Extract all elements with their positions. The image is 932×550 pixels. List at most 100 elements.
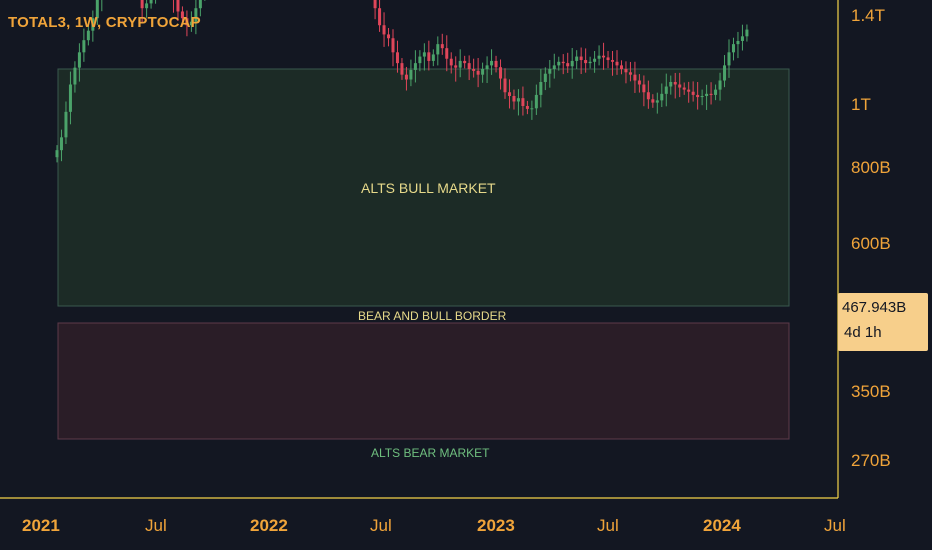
candle-body: [185, 18, 189, 26]
x-tick-label: 2021: [22, 516, 60, 535]
candle-body: [570, 60, 574, 67]
candle-body: [521, 98, 525, 107]
candle-body: [503, 78, 507, 93]
bull-zone: [57, 68, 790, 307]
chart-title: TOTAL3, 1W, CRYPTOCAP: [8, 14, 201, 31]
candle-body: [696, 94, 700, 98]
candle-body: [642, 84, 646, 93]
candle-body: [140, 0, 144, 9]
candle-body: [548, 69, 552, 74]
candle-body: [95, 0, 99, 19]
candle-body: [633, 74, 637, 81]
x-tick-label: Jul: [824, 516, 846, 535]
candle-body: [673, 81, 677, 85]
candle-body: [431, 54, 435, 61]
candle-body: [77, 52, 81, 68]
candle-body: [490, 60, 494, 66]
candle-body: [602, 55, 606, 58]
candle-body: [454, 65, 458, 68]
candle-body: [723, 65, 727, 81]
candle-body: [422, 52, 426, 57]
candle-body: [499, 67, 503, 79]
candle-body: [552, 65, 556, 70]
candle-body: [745, 29, 749, 37]
candle-body: [651, 99, 655, 103]
y-tick-label: 600B: [851, 234, 891, 253]
candle-body: [55, 150, 59, 158]
candle-body: [534, 94, 538, 109]
candle-body: [176, 0, 180, 12]
candle-body: [584, 60, 588, 64]
candle-body: [628, 72, 632, 75]
candle-body: [543, 73, 547, 82]
candle-body: [606, 57, 610, 61]
candle-body: [59, 137, 63, 151]
candle-body: [180, 11, 184, 19]
candle-body: [476, 70, 480, 75]
candle-body: [445, 48, 449, 59]
x-tick-label: Jul: [145, 516, 167, 535]
candle-body: [516, 98, 520, 102]
candle-body: [615, 61, 619, 66]
candle-body: [82, 40, 86, 53]
candle-body: [378, 8, 382, 26]
y-tick-label: 270B: [851, 451, 891, 470]
x-tick-label: Jul: [597, 516, 619, 535]
candle-body: [391, 38, 395, 53]
candle-body: [449, 58, 453, 66]
candle-body: [611, 60, 615, 62]
candle-body: [669, 81, 673, 87]
candle-body: [194, 8, 198, 22]
candle-body: [539, 81, 543, 95]
candle-body: [678, 84, 682, 88]
candles-layer: [55, 0, 749, 163]
candle-body: [395, 52, 399, 64]
candle-body: [427, 52, 431, 61]
candle-body: [691, 91, 695, 95]
zone-label-border: BEAR AND BULL BORDER: [358, 309, 507, 323]
candle-body: [472, 69, 476, 71]
candle-body: [145, 3, 149, 9]
candle-body: [68, 84, 72, 112]
x-tick-label: Jul: [370, 516, 392, 535]
bar-countdown: 4d 1h: [844, 324, 882, 341]
candle-body: [664, 86, 668, 94]
price-axis-labels: 1.4T 1T 800B 600B 350B 270B: [851, 6, 891, 470]
candle-body: [740, 36, 744, 41]
candle-body: [91, 18, 95, 31]
zone-label-bear: ALTS BEAR MARKET: [371, 446, 490, 460]
candle-body: [481, 69, 485, 75]
candle-body: [382, 25, 386, 35]
candle-body: [579, 56, 583, 61]
candle-body: [687, 89, 691, 92]
candle-body: [566, 63, 570, 67]
x-tick-label: 2023: [477, 516, 515, 535]
candle-body: [655, 100, 659, 103]
candle-body: [525, 106, 529, 109]
candle-body: [682, 87, 686, 90]
last-price-label: 467.943B 4d 1h: [838, 293, 928, 351]
candle-body: [86, 30, 90, 41]
candle-body: [731, 44, 735, 53]
candle-body: [727, 52, 731, 66]
y-tick-label: 350B: [851, 382, 891, 401]
candle-body: [736, 40, 740, 45]
candle-body: [530, 108, 534, 110]
candle-body: [458, 60, 462, 68]
candle-body: [418, 56, 422, 64]
candle-body: [189, 21, 193, 26]
candle-body: [588, 61, 592, 64]
candle-body: [593, 58, 597, 62]
candle-body: [718, 80, 722, 90]
candle-body: [463, 60, 467, 64]
candle-body: [73, 67, 77, 85]
candle-body: [404, 74, 408, 80]
candle-body: [646, 92, 650, 100]
candle-body: [149, 0, 153, 4]
y-tick-label: 1T: [851, 95, 871, 114]
candle-body: [64, 111, 68, 138]
candle-body: [705, 93, 709, 96]
candle-body: [485, 65, 489, 70]
candle-body: [512, 95, 516, 102]
